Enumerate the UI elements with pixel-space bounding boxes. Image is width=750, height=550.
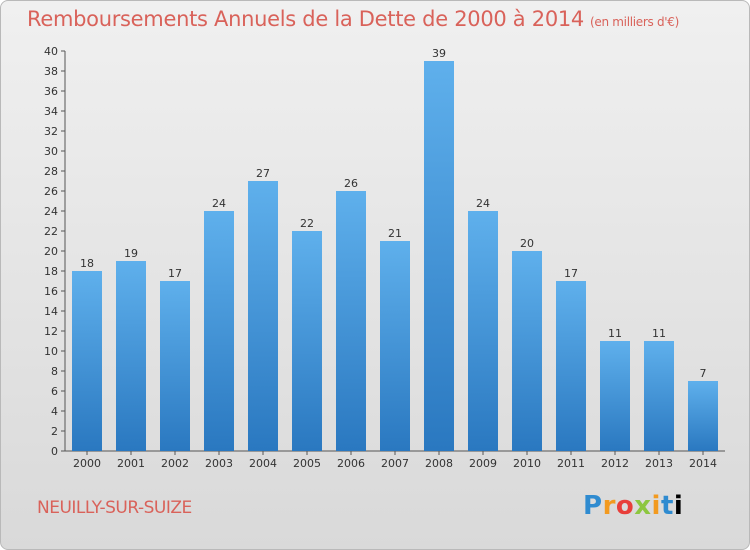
logo-letter: P bbox=[583, 491, 603, 521]
bar-value-label: 24 bbox=[476, 197, 490, 210]
bar bbox=[644, 341, 674, 451]
x-tick-label: 2008 bbox=[425, 457, 453, 470]
axes: 0246810121416182022242628303234363840200… bbox=[44, 45, 725, 470]
x-tick-label: 2000 bbox=[73, 457, 101, 470]
x-tick-label: 2006 bbox=[337, 457, 365, 470]
x-tick-label: 2010 bbox=[513, 457, 541, 470]
bar bbox=[204, 211, 234, 451]
y-tick-label: 6 bbox=[51, 385, 58, 398]
x-tick-label: 2002 bbox=[161, 457, 189, 470]
x-tick-label: 2001 bbox=[117, 457, 145, 470]
bar bbox=[468, 211, 498, 451]
bar bbox=[160, 281, 190, 451]
y-tick-label: 22 bbox=[44, 225, 58, 238]
commune-name: NEUILLY-SUR-SUIZE bbox=[37, 498, 192, 518]
x-tick-label: 2004 bbox=[249, 457, 277, 470]
y-tick-label: 34 bbox=[44, 105, 58, 118]
y-tick-label: 20 bbox=[44, 245, 58, 258]
logo-letter: r bbox=[602, 491, 616, 521]
bar-value-label: 24 bbox=[212, 197, 226, 210]
x-tick-label: 2003 bbox=[205, 457, 233, 470]
logo-letter: i bbox=[651, 491, 661, 521]
x-tick-label: 2014 bbox=[689, 457, 717, 470]
y-tick-label: 36 bbox=[44, 85, 58, 98]
bar-value-label: 39 bbox=[432, 47, 446, 60]
bar-value-label: 17 bbox=[564, 267, 578, 280]
y-tick-label: 0 bbox=[51, 445, 58, 458]
bar-value-label: 17 bbox=[168, 267, 182, 280]
bar-value-label: 18 bbox=[80, 257, 94, 270]
y-tick-label: 38 bbox=[44, 65, 58, 78]
x-tick-label: 2011 bbox=[557, 457, 585, 470]
bar bbox=[688, 381, 718, 451]
bar bbox=[424, 61, 454, 451]
bar bbox=[248, 181, 278, 451]
chart-title-text: Remboursements Annuels de la Dette de 20… bbox=[27, 7, 584, 31]
bar bbox=[336, 191, 366, 451]
bar bbox=[512, 251, 542, 451]
bar-value-label: 20 bbox=[520, 237, 534, 250]
y-tick-label: 16 bbox=[44, 285, 58, 298]
x-tick-label: 2013 bbox=[645, 457, 673, 470]
y-tick-label: 18 bbox=[44, 265, 58, 278]
chart-title: Remboursements Annuels de la Dette de 20… bbox=[27, 7, 679, 31]
chart-title-unit: (en milliers d'€) bbox=[590, 15, 680, 29]
bar bbox=[292, 231, 322, 451]
y-tick-label: 26 bbox=[44, 185, 58, 198]
y-tick-label: 2 bbox=[51, 425, 58, 438]
logo-letter: o bbox=[615, 491, 635, 521]
y-tick-label: 40 bbox=[44, 45, 58, 58]
bar-value-label: 22 bbox=[300, 217, 314, 230]
bar bbox=[116, 261, 146, 451]
x-tick-label: 2009 bbox=[469, 457, 497, 470]
bars: 18 19 17 24 27 22 26 21 39 24 20 17 11 11 7 bbox=[72, 47, 718, 451]
x-tick-label: 2007 bbox=[381, 457, 409, 470]
bar-value-label: 7 bbox=[700, 367, 707, 380]
y-tick-label: 30 bbox=[44, 145, 58, 158]
x-tick-label: 2005 bbox=[293, 457, 321, 470]
logo-letter: x bbox=[634, 491, 652, 521]
y-tick-label: 28 bbox=[44, 165, 58, 178]
bar bbox=[600, 341, 630, 451]
y-tick-label: 24 bbox=[44, 205, 58, 218]
bar-value-label: 21 bbox=[388, 227, 402, 240]
bar-value-label: 19 bbox=[124, 247, 138, 260]
bar-value-label: 11 bbox=[608, 327, 622, 340]
y-tick-label: 10 bbox=[44, 345, 58, 358]
x-tick-label: 2012 bbox=[601, 457, 629, 470]
logo-letter: t bbox=[660, 491, 674, 521]
y-tick-label: 14 bbox=[44, 305, 58, 318]
bar bbox=[556, 281, 586, 451]
y-tick-label: 4 bbox=[51, 405, 58, 418]
bar-value-label: 27 bbox=[256, 167, 270, 180]
y-tick-label: 12 bbox=[44, 325, 58, 338]
bar-value-label: 26 bbox=[344, 177, 358, 190]
bar-value-label: 11 bbox=[652, 327, 666, 340]
bar bbox=[72, 271, 102, 451]
y-tick-label: 32 bbox=[44, 125, 58, 138]
logo-letter: i bbox=[673, 491, 684, 521]
bar bbox=[380, 241, 410, 451]
y-tick-label: 8 bbox=[51, 365, 58, 378]
proxiti-logo: Proxiti bbox=[583, 491, 683, 521]
